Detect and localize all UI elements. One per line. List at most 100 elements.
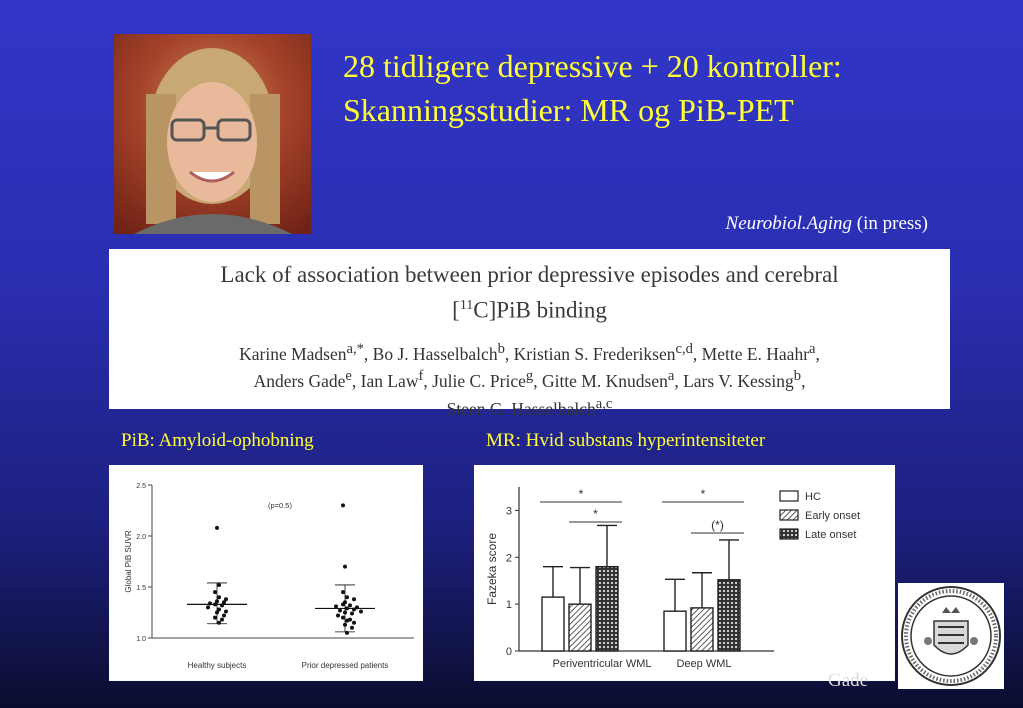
y-tick-label: 2.5: [136, 483, 146, 490]
x-category-label: Deep WML: [676, 658, 731, 670]
paper-header: Lack of association between prior depres…: [109, 249, 950, 419]
author-name: Anders Gade: [253, 371, 346, 392]
data-point: [348, 603, 352, 608]
data-point: [334, 604, 338, 609]
legend-swatch: [779, 509, 799, 521]
mr-label: MR: Hvid substans hyperintensiteter: [486, 430, 766, 451]
author-affil: g: [525, 368, 534, 385]
author-affil: b: [793, 368, 802, 385]
author-affil: b: [497, 340, 505, 357]
data-point: [206, 605, 210, 610]
data-point: [215, 525, 219, 530]
seal-emblem: [901, 586, 1001, 686]
bar: [568, 603, 592, 652]
author-name: Lars V. Kessing: [683, 371, 794, 392]
citation-status: (in press): [856, 213, 928, 234]
data-point: [338, 608, 342, 613]
paper-title-line-2: [11C]PiB binding: [109, 290, 950, 326]
y-tick-label: 1: [506, 599, 512, 611]
author-name: Gitte M. Knudsen: [541, 371, 668, 392]
data-point: [352, 597, 356, 602]
data-point: [224, 597, 228, 602]
author-name: Mette E. Haahr: [701, 343, 810, 364]
data-point: [343, 564, 347, 569]
data-point: [348, 617, 352, 622]
data-point: [341, 615, 345, 620]
data-point: [341, 503, 345, 508]
paper-authors: Karine Madsena,*, Bo J. Hasselbalchb, Kr…: [109, 338, 950, 421]
citation: Neurobiol.Aging (in press): [726, 213, 928, 235]
slide-title: 28 tidligere depressive + 20 kontroller:…: [343, 44, 983, 132]
legend-label: Early onset: [805, 510, 860, 522]
data-point: [217, 607, 221, 612]
significance-marker: *: [593, 507, 598, 521]
y-tick-label: 0: [506, 646, 512, 658]
data-point: [222, 600, 226, 605]
author-affil: a,c: [595, 396, 613, 413]
author-affil: a,*: [346, 340, 364, 357]
legend-swatch: [779, 490, 799, 502]
data-point: [213, 615, 217, 620]
footer-name: Gade: [828, 670, 869, 691]
y-tick-label: 2: [506, 552, 512, 564]
author-name: Steen G. Hasselbalch: [446, 399, 596, 420]
author-name: Karine Madsen: [239, 343, 347, 364]
data-point: [222, 613, 226, 618]
paper-title: Lack of association between prior depres…: [109, 259, 950, 326]
paper-title-rest: C]PiB binding: [473, 297, 607, 323]
bar-plot: 0 1 2 3 Fazeka score Periventricular WML Deep …: [485, 487, 860, 670]
author-affil: a: [809, 340, 816, 357]
data-point: [224, 609, 228, 614]
pib-label: PiB: Amyloid-ophobning: [121, 430, 314, 451]
y-tick-label: 1.0: [136, 636, 146, 643]
title-line-2: Skanningsstudier: MR og PiB-PET: [343, 92, 794, 128]
data-point: [359, 609, 363, 614]
data-point: [220, 617, 224, 622]
legend-label: HC: [805, 491, 821, 503]
authors-line-1: Karine Madsena,*, Bo J. Hasselbalchb, Kr…: [239, 340, 820, 364]
data-point: [352, 620, 356, 625]
author-affil: c,d: [675, 340, 693, 357]
data-point: [345, 618, 349, 623]
significance-marker: (*): [711, 518, 724, 532]
data-point: [341, 590, 345, 595]
significance-marker: *: [701, 487, 706, 501]
y-tick-label: 2.0: [136, 534, 146, 541]
data-point: [213, 590, 217, 595]
authors-line-2: Anders Gadee, Ian Lawf, Julie C. Priceg,…: [253, 368, 806, 392]
data-point: [217, 595, 221, 600]
x-category-label: Prior depressed patients: [302, 661, 389, 670]
y-axis-label: Fazeka score: [485, 533, 499, 605]
paper-title-bracket: [: [452, 297, 460, 323]
data-point: [345, 595, 349, 600]
authors-line-3: Steen G. Hasselbalcha,c: [109, 393, 950, 421]
author-affil: f: [418, 368, 424, 385]
pib-scatter-chart: 1.0 1.5 2.0 2.5 Global PiB SUVR Healthy subje…: [109, 465, 423, 681]
author-name: Ian Law: [360, 371, 419, 392]
y-tick-label: 1.5: [136, 585, 146, 592]
author-affil: e: [345, 368, 352, 385]
bar: [663, 610, 687, 652]
y-tick-label: 3: [506, 505, 512, 517]
x-category-label: Periventricular WML: [552, 658, 651, 670]
bar: [541, 596, 565, 652]
author-name: Julie C. Price: [432, 371, 526, 392]
author-photo: [114, 34, 311, 234]
data-point: [217, 582, 221, 587]
portrait-graphic: [134, 48, 292, 234]
paper-title-sup: 11: [459, 298, 474, 313]
p-value-annotation: (p=0.5): [268, 501, 292, 510]
significance-marker: *: [579, 487, 584, 501]
legend-swatch: [779, 528, 799, 540]
data-point: [350, 611, 354, 616]
author-name: Bo J. Hasselbalch: [372, 343, 498, 364]
author-affil: a: [667, 368, 675, 385]
bar: [595, 565, 619, 652]
scatter-plot: 1.0 1.5 2.0 2.5 Global PiB SUVR Healthy subje…: [124, 483, 414, 670]
university-seal: [898, 583, 1004, 689]
author-name: Kristian S. Frederiksen: [513, 343, 676, 364]
data-point: [336, 613, 340, 618]
paper-title-line-1: Lack of association between prior depres…: [220, 262, 839, 287]
data-point: [341, 602, 345, 607]
legend-label: Late onset: [805, 529, 856, 541]
